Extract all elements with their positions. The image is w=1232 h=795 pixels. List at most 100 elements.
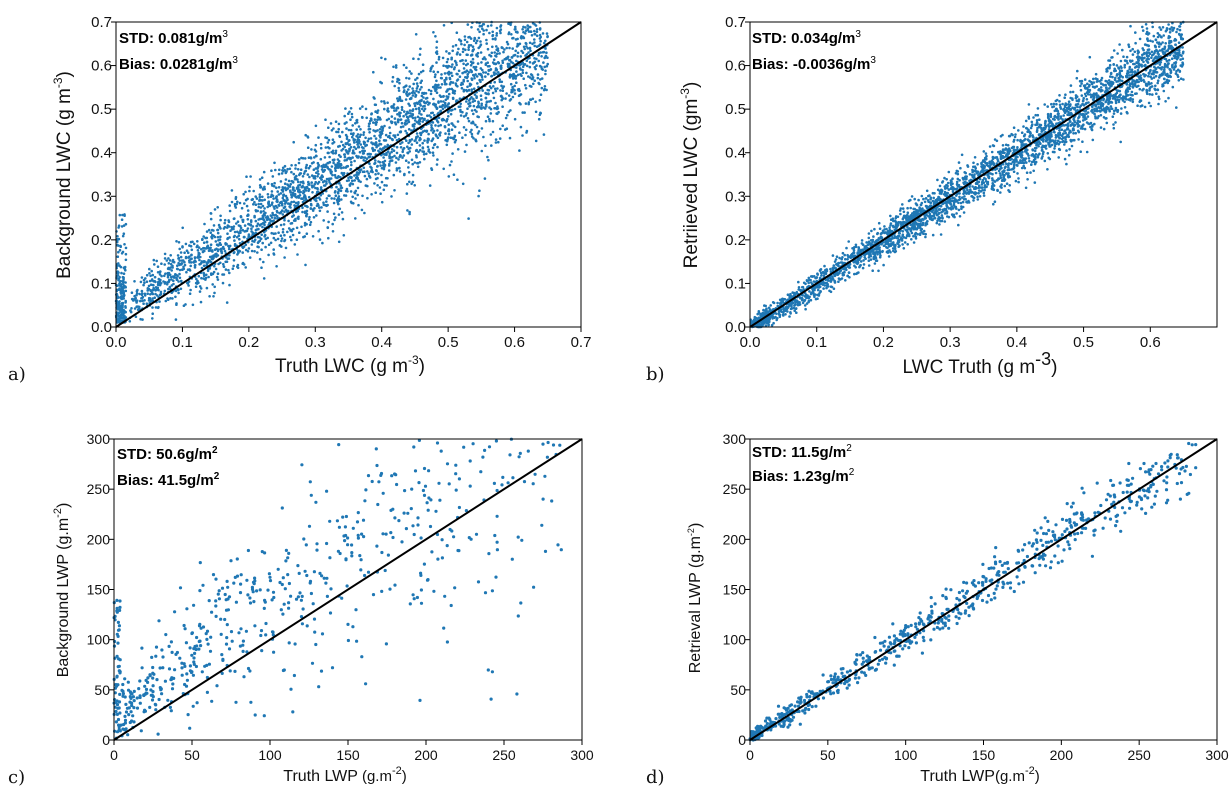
scatter-point — [500, 84, 503, 88]
scatter-point — [450, 160, 453, 163]
scatter-point — [247, 222, 250, 226]
scatter-point — [118, 282, 121, 286]
scatter-point — [176, 254, 180, 257]
scatter-point — [434, 73, 437, 76]
scatter-point — [121, 311, 124, 315]
scatter-point — [469, 64, 473, 67]
scatter-point — [479, 40, 482, 43]
scatter-point — [982, 191, 986, 195]
scatter-point — [198, 252, 201, 256]
scatter-point — [906, 243, 909, 246]
scatter-point — [228, 283, 231, 287]
scatter-point — [289, 206, 292, 209]
scatter-point — [421, 141, 425, 145]
scatter-point — [197, 281, 200, 285]
scatter-point — [416, 115, 420, 119]
scatter-point — [262, 210, 265, 213]
scatter-point — [149, 274, 152, 278]
scatter-point — [534, 100, 537, 104]
scatter-point — [416, 161, 420, 165]
x-tick-label: 0.5 — [438, 334, 459, 351]
scatter-point — [493, 107, 496, 110]
scatter-point — [283, 239, 286, 243]
scatter-point — [519, 125, 523, 129]
scatter-point — [337, 195, 341, 198]
scatter-point — [404, 98, 408, 101]
scatter-point — [388, 154, 391, 158]
scatter-point — [352, 138, 356, 141]
scatter-point — [543, 85, 547, 88]
scatter-point — [383, 139, 387, 142]
scatter-point — [116, 255, 120, 258]
scatter-point — [515, 66, 518, 69]
scatter-point — [359, 128, 362, 131]
scatter-point — [235, 235, 239, 239]
scatter-point — [246, 218, 250, 221]
scatter-point — [345, 137, 349, 141]
scatter-point — [153, 275, 157, 279]
scatter-point — [545, 51, 548, 54]
scatter-point — [227, 220, 231, 224]
scatter-point — [417, 106, 421, 110]
scatter-point — [499, 31, 502, 35]
scatter-point — [528, 46, 532, 50]
scatter-point — [479, 80, 482, 84]
scatter-point — [472, 97, 475, 101]
scatter-point — [339, 184, 343, 187]
scatter-point — [493, 51, 497, 54]
scatter-point — [343, 153, 347, 156]
scatter-point — [351, 135, 354, 139]
scatter-point — [544, 69, 547, 72]
scatter-point — [480, 24, 484, 28]
scatter-point — [505, 127, 509, 130]
scatter-point — [199, 300, 203, 304]
scatter-point — [351, 179, 354, 183]
scatter-point — [472, 112, 475, 116]
scatter-point — [303, 186, 307, 189]
scatter-point — [400, 108, 404, 111]
scatter-point — [313, 156, 316, 159]
scatter-point — [484, 63, 488, 66]
scatter-point — [187, 280, 191, 283]
scatter-point — [418, 109, 421, 113]
scatter-point — [305, 222, 308, 226]
scatter-point — [502, 85, 506, 88]
scatter-point — [223, 218, 227, 222]
scatter-point — [376, 165, 379, 168]
scatter-point — [277, 186, 281, 189]
scatter-point — [228, 244, 232, 248]
scatter-point — [889, 222, 893, 225]
scatter-point — [405, 66, 408, 69]
scatter-point — [135, 301, 138, 304]
scatter-point — [223, 221, 226, 225]
scatter-point — [263, 198, 267, 202]
scatter-point — [148, 272, 151, 275]
scatter-point — [179, 251, 183, 254]
scatter-point — [503, 58, 507, 61]
scatter-point — [145, 280, 149, 284]
scatter-point — [402, 114, 405, 118]
scatter-point — [318, 238, 322, 241]
scatter-point — [117, 250, 120, 254]
scatter-point — [427, 148, 431, 151]
scatter-point — [423, 139, 426, 142]
scatter-point — [411, 180, 415, 184]
scatter-point — [426, 100, 429, 103]
scatter-point — [278, 168, 281, 172]
scatter-point — [466, 23, 470, 26]
scatter-point — [455, 72, 459, 76]
scatter-point — [204, 276, 208, 280]
scatter-point — [290, 179, 294, 183]
scatter-point — [230, 200, 234, 204]
scatter-point — [163, 257, 167, 260]
scatter-point — [531, 62, 535, 65]
scatter-point — [776, 301, 779, 305]
scatter-point — [465, 100, 468, 103]
scatter-point — [217, 223, 221, 227]
scatter-point — [373, 97, 376, 100]
scatter-point — [178, 268, 182, 272]
scatter-point — [467, 44, 471, 47]
scatter-point — [387, 110, 390, 113]
scatter-point — [447, 102, 451, 105]
scatter-point — [436, 129, 439, 132]
